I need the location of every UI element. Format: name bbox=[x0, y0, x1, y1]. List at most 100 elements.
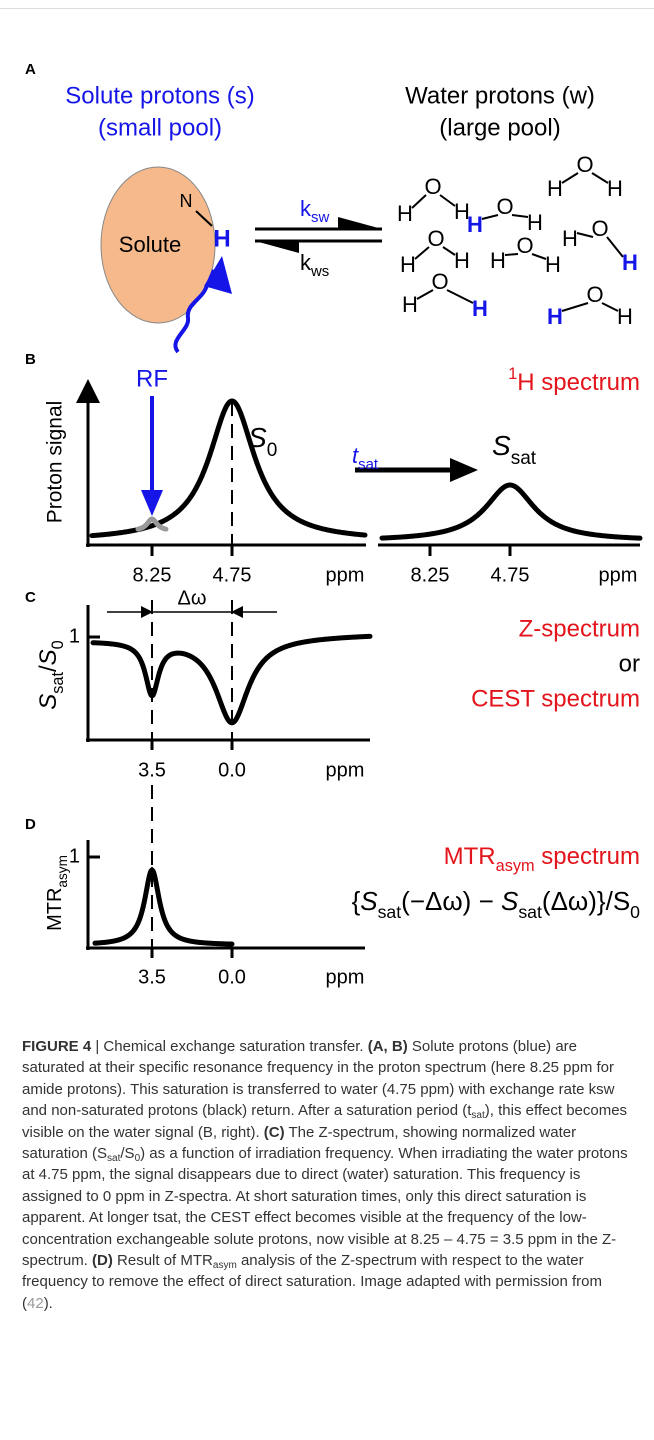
solute-blob bbox=[100, 166, 216, 324]
rf-arrowhead bbox=[204, 256, 232, 294]
axis-title-part: S bbox=[35, 694, 62, 710]
atom-label: H bbox=[402, 292, 418, 317]
formula-part: sat bbox=[518, 902, 542, 922]
atom-label: H bbox=[454, 248, 470, 273]
atom-label: H bbox=[617, 304, 633, 329]
caption-text: (C) bbox=[263, 1123, 285, 1141]
caption-text: | Chemical exchange saturation transfer. bbox=[91, 1038, 368, 1055]
axis-unit: ppm bbox=[326, 759, 365, 781]
atom-label: O bbox=[591, 216, 608, 241]
bond bbox=[504, 253, 519, 256]
caption-text: FIGURE 4 bbox=[22, 1038, 92, 1055]
axis-title: MTRasym bbox=[44, 855, 70, 931]
axis-title-part: S bbox=[35, 649, 62, 665]
axis-title-part: / bbox=[35, 665, 62, 672]
spectrum-title-part: H spectrum bbox=[517, 369, 640, 396]
atom-label: O bbox=[516, 233, 533, 258]
spectrum-title: Z-spectrum bbox=[519, 615, 640, 642]
caption-text: Solute protons (blue) are saturated at t… bbox=[22, 1038, 615, 1120]
caption-text[interactable]: 42 bbox=[27, 1294, 44, 1312]
axis-title-part: MTR bbox=[44, 888, 66, 931]
atom-label: H bbox=[490, 248, 506, 273]
atom-label: H bbox=[607, 176, 623, 201]
axis-title: Ssat/S0 bbox=[35, 640, 67, 710]
atom-label: H bbox=[213, 225, 230, 252]
rate-label-part: sw bbox=[311, 209, 329, 226]
signal-label-part: S bbox=[492, 430, 511, 461]
axis-unit: ppm bbox=[599, 564, 638, 586]
formula: {Ssat(−Δω) − Ssat(Δω)}/S0 bbox=[352, 886, 641, 922]
atom-label: H bbox=[472, 296, 488, 321]
atom-label: H bbox=[400, 252, 416, 277]
axis-title-part: 0 bbox=[49, 640, 67, 649]
atom-label: O bbox=[496, 194, 513, 219]
axis-unit: ppm bbox=[326, 966, 365, 988]
rate-label-part: k bbox=[300, 196, 312, 221]
spectrum-title: CEST spectrum bbox=[471, 685, 640, 712]
bond bbox=[576, 232, 594, 238]
bond bbox=[446, 289, 474, 304]
rf-arrowhead bbox=[141, 490, 163, 516]
signal-label-part: S bbox=[248, 422, 267, 453]
atom-label: H bbox=[622, 250, 638, 275]
tick-label: 8.25 bbox=[133, 564, 172, 586]
bond bbox=[411, 194, 427, 209]
bond bbox=[591, 172, 609, 184]
tick-label: 4.75 bbox=[213, 564, 252, 586]
arrow-barb bbox=[255, 241, 299, 253]
bond bbox=[416, 289, 434, 300]
tick-label: 3.5 bbox=[138, 966, 166, 988]
atom-label: O bbox=[586, 282, 603, 307]
tick-label: 3.5 bbox=[138, 759, 166, 781]
rate-label-part: ws bbox=[310, 263, 329, 280]
panel-label: A bbox=[25, 61, 36, 78]
caption-text: (D) bbox=[92, 1252, 113, 1270]
spectrum-title: or bbox=[619, 650, 640, 677]
signal-label: S0 bbox=[248, 422, 277, 460]
atom-label: H bbox=[545, 252, 561, 277]
panel-label: C bbox=[25, 589, 36, 606]
atom-label: O bbox=[427, 226, 444, 251]
tick-label: 4.75 bbox=[491, 564, 530, 586]
formula-part: S bbox=[613, 886, 630, 916]
bond bbox=[531, 253, 547, 260]
panel-label: B bbox=[25, 351, 36, 368]
panel-label: D bbox=[25, 816, 36, 833]
atom-label: H bbox=[454, 199, 470, 224]
formula-part: S bbox=[360, 886, 378, 916]
atom-label: H bbox=[467, 212, 483, 237]
pool-title: Water protons (w) bbox=[405, 82, 595, 109]
atom-label: H bbox=[562, 226, 578, 251]
spectrum-curve bbox=[89, 398, 368, 539]
axis-unit: ppm bbox=[326, 564, 365, 586]
rate-label: ksw bbox=[300, 196, 329, 227]
formula-part: { bbox=[352, 886, 361, 916]
time-label-part: sat bbox=[358, 456, 379, 473]
z-spectrum-curve bbox=[90, 633, 373, 726]
caption-text: sat bbox=[107, 1153, 121, 1165]
time-label-part: t bbox=[352, 443, 359, 468]
atom-label: H bbox=[527, 210, 543, 235]
atom-label: O bbox=[576, 152, 593, 177]
caption-text: 0 bbox=[134, 1153, 141, 1165]
caption-text: Result of MTR bbox=[112, 1252, 213, 1270]
caption-text: ). bbox=[43, 1294, 53, 1312]
bond bbox=[414, 246, 430, 260]
spectrum-title: 1H spectrum bbox=[508, 365, 640, 396]
time-arrowhead bbox=[450, 458, 478, 482]
mtr-curve bbox=[92, 866, 235, 947]
caption-text: (A, B) bbox=[367, 1038, 408, 1055]
spectrum-title-part: asym bbox=[496, 857, 535, 875]
spectrum-title-part: MTR bbox=[444, 843, 496, 870]
bond bbox=[561, 172, 579, 184]
pool-title: Solute protons (s) bbox=[65, 82, 254, 109]
bond bbox=[439, 194, 456, 207]
bond bbox=[601, 302, 619, 312]
solute-label: Solute bbox=[119, 232, 181, 257]
tick-label: 8.25 bbox=[411, 564, 450, 586]
formula-part: (Δω)} bbox=[542, 886, 606, 916]
bond bbox=[442, 246, 456, 256]
caption-text: ) as a function of irradiation frequency… bbox=[22, 1145, 628, 1270]
spectrum-title-part: 1 bbox=[508, 365, 517, 383]
